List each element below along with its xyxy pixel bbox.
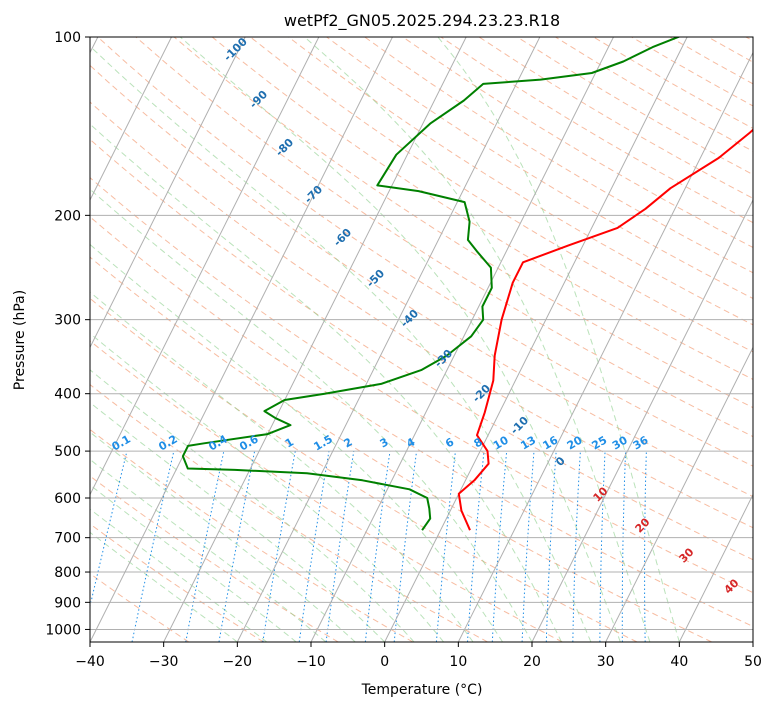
moist-adiabat bbox=[304, 37, 651, 642]
isotherm bbox=[605, 346, 753, 642]
isotherm bbox=[531, 198, 753, 642]
x-tick-label: 10 bbox=[449, 654, 467, 670]
mixing-ratio-line bbox=[467, 451, 485, 642]
mixing-ratio-line bbox=[325, 451, 355, 642]
isotherm bbox=[90, 37, 246, 349]
x-tick-label: 40 bbox=[670, 654, 688, 670]
y-tick-label: 200 bbox=[54, 208, 81, 224]
x-axis-label: Temperature (°C) bbox=[361, 682, 483, 698]
y-tick-label: 1000 bbox=[45, 622, 81, 638]
x-tick-label: −10 bbox=[296, 654, 326, 670]
isotherm bbox=[752, 640, 753, 642]
dry-adiabat bbox=[90, 340, 563, 642]
moist-adiabat bbox=[179, 37, 621, 642]
y-tick-label: 400 bbox=[54, 387, 81, 403]
x-tick-label: 20 bbox=[523, 654, 541, 670]
y-tick-label: 600 bbox=[54, 491, 81, 507]
moist-adiabat bbox=[90, 332, 444, 642]
dry-adiabat bbox=[90, 297, 638, 642]
x-tick-label: −30 bbox=[149, 654, 179, 670]
moist-adiabat bbox=[90, 431, 356, 642]
isotherm bbox=[236, 37, 541, 642]
background-lines bbox=[90, 37, 753, 642]
moist-adiabat bbox=[90, 45, 592, 642]
moist-adiabat bbox=[90, 401, 386, 642]
dry-adiabat bbox=[90, 176, 753, 594]
isotherm bbox=[90, 37, 393, 642]
dry-adiabat bbox=[326, 37, 753, 300]
moist-adiabat bbox=[90, 484, 297, 642]
dry-adiabat bbox=[90, 216, 753, 628]
dry-adiabat bbox=[97, 37, 753, 467]
moist-adiabat bbox=[90, 531, 238, 642]
dry-adiabat bbox=[90, 64, 753, 498]
dry-adiabat bbox=[249, 37, 753, 353]
x-tick-label: −40 bbox=[75, 654, 105, 670]
mixing-ratio-line bbox=[90, 450, 128, 609]
moist-adiabat bbox=[90, 123, 562, 642]
dry-adiabat bbox=[90, 256, 712, 642]
x-tick-label: 50 bbox=[744, 654, 762, 670]
y-tick-label: 300 bbox=[54, 313, 81, 329]
y-tick-label: 800 bbox=[54, 565, 81, 581]
dry-adiabat bbox=[90, 138, 753, 561]
y-axis-label: Pressure (hPa) bbox=[12, 290, 28, 390]
dewpoint-trace bbox=[181, 37, 681, 531]
dry-adiabat bbox=[90, 572, 190, 642]
moist-adiabat bbox=[90, 243, 503, 642]
y-tick-label: 500 bbox=[54, 444, 81, 460]
moist-adiabat bbox=[90, 188, 533, 642]
isotherm bbox=[90, 37, 320, 496]
moist-adiabat bbox=[90, 291, 474, 642]
mixing-ratio-line bbox=[298, 451, 330, 642]
plot-frame bbox=[89, 36, 754, 643]
isotherm bbox=[678, 493, 753, 642]
chart-title: wetPf2_GN05.2025.294.23.23.R18 bbox=[284, 11, 560, 31]
isotherm bbox=[90, 37, 172, 202]
dry-adiabat bbox=[90, 383, 488, 642]
y-tick-label: 100 bbox=[54, 30, 81, 46]
temperature-trace bbox=[457, 128, 753, 531]
y-axis-ticks: 100 200 300 400 500 600 700 800 900 1000 bbox=[45, 30, 90, 638]
sounding-traces bbox=[181, 37, 753, 531]
dry-adiabat bbox=[90, 475, 339, 642]
y-tick-label: 700 bbox=[54, 531, 81, 547]
mixing-ratio-line bbox=[364, 451, 391, 642]
dry-adiabat bbox=[211, 37, 753, 380]
mixing-ratio-line bbox=[435, 451, 456, 642]
x-axis-ticks: −40 −30 −20 −10 0 10 20 30 40 50 bbox=[75, 642, 762, 670]
isotherm bbox=[310, 37, 614, 642]
moist-adiabat bbox=[90, 458, 327, 642]
x-tick-label: 0 bbox=[380, 654, 389, 670]
y-tick-label: 900 bbox=[54, 595, 81, 611]
dry-adiabat bbox=[90, 101, 753, 529]
mixing-ratio-line bbox=[131, 450, 175, 642]
x-tick-label: −20 bbox=[223, 654, 253, 670]
isotherm bbox=[384, 37, 688, 642]
x-tick-label: 30 bbox=[597, 654, 615, 670]
moist-adiabat bbox=[437, 37, 680, 642]
isotherm bbox=[457, 51, 753, 642]
mixing-ratio-line bbox=[393, 451, 418, 642]
